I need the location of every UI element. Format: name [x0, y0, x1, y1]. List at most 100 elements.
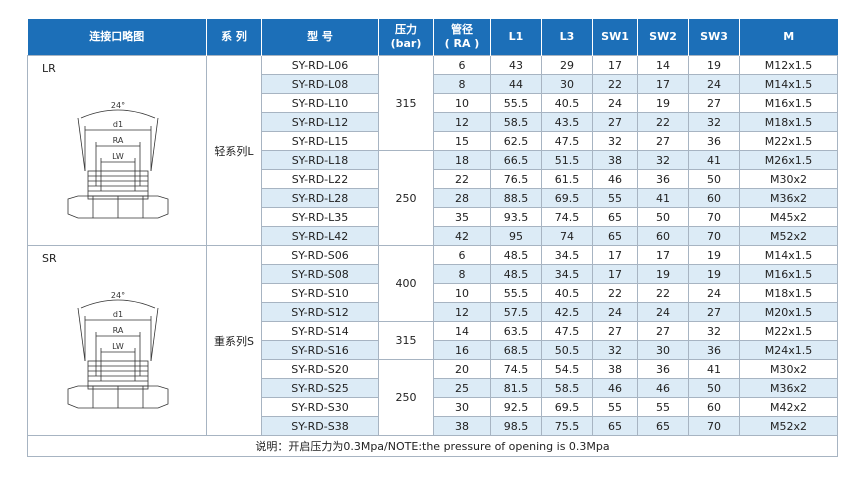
l1-cell: 57.5: [490, 302, 542, 322]
ra-cell: 14: [433, 321, 491, 341]
sw2-cell: 17: [637, 245, 689, 265]
header-sw2: SW2: [637, 19, 689, 56]
model-cell: SY-RD-L42: [261, 226, 379, 246]
pressure-cell: 250: [378, 150, 434, 246]
series-cell: 重系列S: [206, 245, 262, 436]
l1-cell: 55.5: [490, 283, 542, 303]
ra-cell: 8: [433, 264, 491, 284]
sw1-cell: 32: [592, 340, 638, 360]
l1-cell: 81.5: [490, 378, 542, 398]
sw2-cell: 24: [637, 302, 689, 322]
sw2-cell: 30: [637, 340, 689, 360]
m-cell: M22x1.5: [739, 131, 838, 151]
m-cell: M26x1.5: [739, 150, 838, 170]
sw1-cell: 46: [592, 378, 638, 398]
sw3-cell: 24: [688, 283, 740, 303]
m-cell: M52x2: [739, 226, 838, 246]
model-cell: SY-RD-S20: [261, 359, 379, 379]
l3-cell: 69.5: [541, 188, 593, 208]
ra-cell: 18: [433, 150, 491, 170]
l3-cell: 50.5: [541, 340, 593, 360]
model-cell: SY-RD-L28: [261, 188, 379, 208]
sw3-cell: 50: [688, 378, 740, 398]
sw1-cell: 17: [592, 264, 638, 284]
sw1-cell: 27: [592, 112, 638, 132]
sw3-cell: 50: [688, 169, 740, 189]
l1-cell: 55.5: [490, 93, 542, 113]
diagram-cell: SR 24° d1 RA LW: [27, 245, 207, 436]
sw2-cell: 36: [637, 359, 689, 379]
ra-cell: 10: [433, 283, 491, 303]
l1-cell: 93.5: [490, 207, 542, 227]
l1-cell: 62.5: [490, 131, 542, 151]
sw1-cell: 46: [592, 169, 638, 189]
sw1-cell: 17: [592, 245, 638, 265]
l1-cell: 58.5: [490, 112, 542, 132]
l3-cell: 75.5: [541, 416, 593, 436]
ra-cell: 30: [433, 397, 491, 417]
series-cell: 轻系列L: [206, 55, 262, 246]
m-cell: M22x1.5: [739, 321, 838, 341]
m-cell: M45x2: [739, 207, 838, 227]
lw-text: LW: [112, 342, 124, 351]
sw3-cell: 36: [688, 131, 740, 151]
sw1-cell: 65: [592, 416, 638, 436]
model-cell: SY-RD-S30: [261, 397, 379, 417]
ra-cell: 35: [433, 207, 491, 227]
m-cell: M30x2: [739, 169, 838, 189]
sw3-cell: 70: [688, 416, 740, 436]
note-text: 说明：开启压力为0.3Mpa/NOTE:the pressure of open…: [27, 435, 838, 457]
m-cell: M42x2: [739, 397, 838, 417]
sw3-cell: 36: [688, 340, 740, 360]
sw2-cell: 22: [637, 283, 689, 303]
ra-cell: 12: [433, 112, 491, 132]
ra-cell: 6: [433, 55, 491, 75]
table-row: SY-RD-S30 30 92.5 69.5 55 55 60 M42x2: [28, 397, 838, 417]
sw3-cell: 19: [688, 264, 740, 284]
ra-cell: 42: [433, 226, 491, 246]
sw2-cell: 46: [637, 378, 689, 398]
note-row: 说明：开启压力为0.3Mpa/NOTE:the pressure of open…: [27, 435, 838, 457]
l1-cell: 44: [490, 74, 542, 94]
model-cell: SY-RD-S25: [261, 378, 379, 398]
l1-cell: 92.5: [490, 397, 542, 417]
table-row: SY-RD-S10 10 55.5 40.5 22 22 24 M18x1.5: [28, 283, 838, 303]
sw2-cell: 27: [637, 321, 689, 341]
header-tube-line1: 管径: [451, 23, 473, 36]
sw1-cell: 55: [592, 397, 638, 417]
table-row: SY-RD-L42 42 95 74 65 60 70 M52x2: [28, 226, 838, 246]
header-l3: L3: [541, 19, 593, 56]
header-sw3: SW3: [688, 19, 740, 56]
header-m: M: [739, 19, 838, 56]
sw3-cell: 60: [688, 397, 740, 417]
sw3-cell: 60: [688, 188, 740, 208]
model-cell: SY-RD-S38: [261, 416, 379, 436]
l3-cell: 34.5: [541, 264, 593, 284]
fitting-diagram-1: 24° d1 RA LW: [67, 291, 169, 409]
sw2-cell: 27: [637, 131, 689, 151]
sw2-cell: 17: [637, 74, 689, 94]
l1-cell: 48.5: [490, 264, 542, 284]
angle-text: 24°: [111, 291, 125, 300]
sw3-cell: 32: [688, 112, 740, 132]
ra-cell: 22: [433, 169, 491, 189]
sw2-cell: 50: [637, 207, 689, 227]
m-cell: M18x1.5: [739, 112, 838, 132]
sw1-cell: 24: [592, 93, 638, 113]
ra-cell: 25: [433, 378, 491, 398]
header-pressure-line1: 压力: [395, 23, 417, 36]
sw2-cell: 19: [637, 264, 689, 284]
model-cell: SY-RD-L35: [261, 207, 379, 227]
m-cell: M52x2: [739, 416, 838, 436]
l3-cell: 74.5: [541, 207, 593, 227]
sw1-cell: 24: [592, 302, 638, 322]
sw3-cell: 70: [688, 226, 740, 246]
l3-cell: 47.5: [541, 131, 593, 151]
m-cell: M24x1.5: [739, 340, 838, 360]
l3-cell: 51.5: [541, 150, 593, 170]
header-tube: 管径( RA ): [433, 19, 491, 56]
model-cell: SY-RD-L15: [261, 131, 379, 151]
table-body: LR 24° d1 RA LW 轻系列L SY-RD-L06 315 6 43 29 17 14 19 M1…: [27, 55, 838, 436]
m-cell: M30x2: [739, 359, 838, 379]
model-cell: SY-RD-L18: [261, 150, 379, 170]
